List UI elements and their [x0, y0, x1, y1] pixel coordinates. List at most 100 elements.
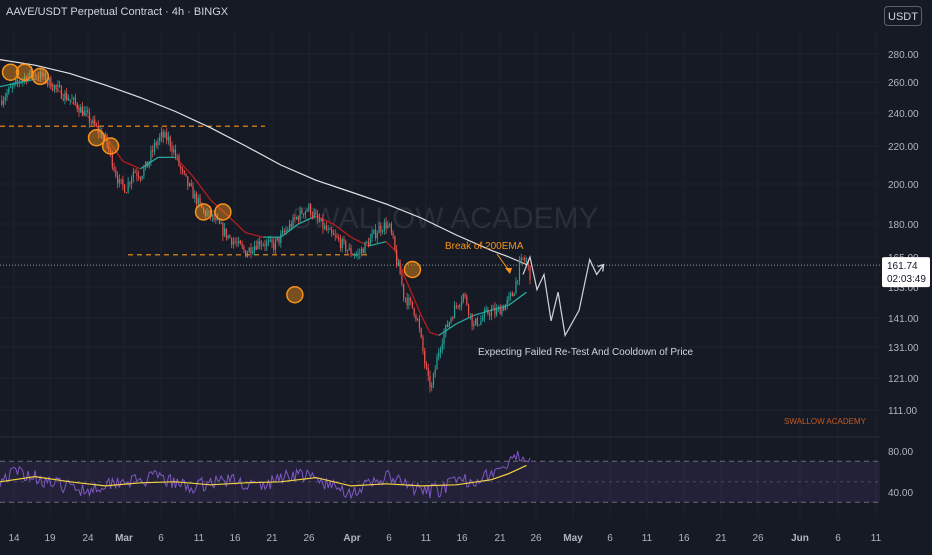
candle-body	[150, 150, 152, 162]
ema-short-segment	[438, 323, 457, 336]
candle-body	[145, 161, 147, 169]
price-tick-label: 200.00	[888, 180, 919, 191]
candle-body	[95, 124, 98, 126]
ema-short-segment	[403, 274, 414, 296]
candle-body	[345, 241, 347, 252]
candle-body	[108, 144, 110, 150]
candle-body	[136, 172, 138, 176]
ema-short-segment	[227, 215, 247, 234]
candle-body	[396, 249, 398, 266]
candle-body	[490, 308, 492, 316]
candle-body	[178, 155, 180, 166]
candle-body	[148, 161, 150, 168]
time-tick-label: 6	[158, 533, 164, 544]
candle-body	[415, 314, 417, 320]
candle-body	[60, 86, 63, 99]
time-tick-label: 16	[229, 533, 241, 544]
candle-body	[143, 168, 145, 176]
candle-body	[274, 240, 277, 250]
ema-short-segment	[298, 215, 317, 225]
marker-circle	[31, 67, 50, 86]
candle-body	[281, 230, 284, 234]
candle-body	[192, 185, 194, 199]
candle-body	[324, 225, 326, 229]
ema-short-segment	[315, 215, 334, 225]
candle-body	[462, 294, 464, 301]
candle-body	[380, 225, 382, 232]
candle-body	[88, 112, 91, 123]
candle-body	[73, 97, 75, 100]
candle-body	[138, 175, 140, 178]
candle-body	[501, 307, 503, 315]
candle-body	[290, 223, 292, 227]
candle-body	[445, 324, 447, 334]
ema-short-segment	[245, 232, 264, 238]
rsi-ma-line	[0, 464, 527, 487]
candle-body	[199, 197, 201, 203]
candle-body	[450, 318, 452, 322]
candle-body	[57, 85, 59, 88]
candle-body	[71, 99, 73, 101]
candle-body	[190, 183, 192, 186]
candle-body	[297, 217, 299, 221]
candle-body	[403, 284, 405, 299]
candle-body	[29, 69, 31, 76]
ema-short-segment	[420, 315, 431, 333]
candle-body	[109, 149, 112, 153]
time-tick-label: Apr	[343, 533, 360, 544]
candle-body	[406, 298, 408, 306]
marker-circle	[194, 203, 213, 221]
symbol-title[interactable]: AAVE/USDT Perpetual Contract · 4h · BING…	[6, 6, 229, 18]
corner-brand: SWALLOW ACADEMY	[784, 417, 867, 426]
candle-body	[473, 324, 475, 326]
candle-body	[476, 318, 478, 325]
candle-body	[334, 234, 336, 236]
candle-body	[448, 321, 450, 327]
candle-body	[522, 257, 524, 259]
candle-body	[102, 137, 105, 139]
candle-body	[118, 179, 120, 184]
price-tick-label: 260.00	[888, 78, 919, 89]
candle-body	[41, 71, 43, 77]
candle-body	[124, 184, 126, 193]
candle-body	[376, 233, 378, 239]
candle-body	[439, 349, 442, 353]
candle-body	[304, 211, 306, 215]
candle-body	[13, 82, 15, 86]
candle-body	[92, 119, 94, 123]
candle-body	[167, 136, 170, 141]
candle-body	[4, 97, 6, 101]
candle-body	[482, 317, 484, 321]
candle-body	[50, 77, 52, 89]
candle-body	[253, 245, 256, 252]
candle-body	[53, 85, 56, 91]
candle-body	[348, 247, 350, 251]
marker-circle	[1, 63, 20, 81]
candle-body	[122, 179, 124, 185]
candle-body	[183, 170, 185, 174]
candle-body	[383, 222, 385, 232]
candle-body	[397, 262, 399, 266]
candle-body	[339, 239, 342, 249]
candle-body	[487, 309, 489, 315]
candle-body	[371, 233, 373, 238]
candle-body	[341, 238, 343, 249]
marker-circle	[403, 260, 422, 279]
quote-currency-button[interactable]: USDT	[884, 6, 922, 26]
candle-body	[320, 218, 322, 222]
candle-body	[266, 241, 268, 247]
candle-body	[332, 233, 335, 235]
candle-body	[392, 232, 394, 237]
candle-body	[464, 294, 466, 297]
candle-body	[469, 313, 471, 315]
candle-body	[90, 122, 92, 124]
time-tick-label: 11	[421, 533, 432, 544]
price-tick-label: 240.00	[888, 109, 919, 120]
candle-body	[503, 307, 505, 311]
candle-body	[181, 168, 184, 171]
candle-body	[116, 175, 119, 184]
candle-body	[506, 299, 508, 305]
time-tick-label: Jun	[791, 533, 809, 544]
